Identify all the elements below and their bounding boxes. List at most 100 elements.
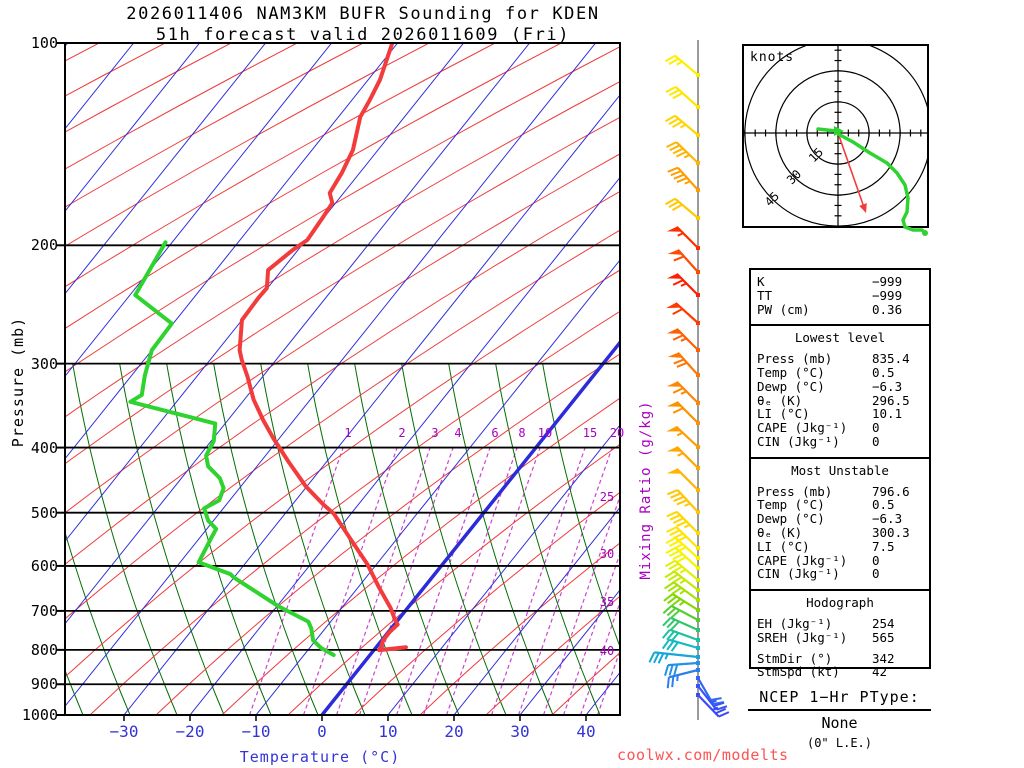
wind-barb (661, 638, 700, 652)
skewt-plot-area (65, 43, 620, 715)
wind-barb (664, 581, 700, 602)
stats-value: 296.5 (872, 392, 910, 408)
stats-row: CAPE (Jkg⁻¹) 0 (757, 421, 929, 435)
wind-barb (666, 226, 700, 250)
pressure-tick-label: 1000 (21, 706, 58, 724)
stats-section-heading: Hodograph (806, 595, 874, 611)
dry-adiabat-line (65, 43, 496, 288)
wind-barb (666, 401, 700, 425)
isotherm-line (189, 176, 620, 715)
mixing-ratio-row-label: 2 (398, 426, 406, 440)
dry-adiabat-line (65, 153, 620, 514)
stats-value: 0.5 (872, 497, 895, 513)
isotherm-line (123, 94, 620, 715)
temperature-axis-title: Temperature (°C) (239, 748, 401, 766)
stats-value: 0 (872, 566, 880, 582)
stats-value: 0 (872, 420, 880, 436)
temperature-tick-label: 10 (378, 722, 398, 741)
storm-motion-arrow (837, 132, 865, 208)
stats-row: Press (mb) 835.4 (757, 352, 929, 366)
stats-value: −6.3 (872, 511, 903, 527)
stats-label: Temp (°C) (757, 497, 825, 513)
mixing-ratio-line (542, 494, 620, 715)
plot-border (64, 42, 621, 716)
stats-section: Hodograph EH (Jkg⁻¹) 254 SREH (Jkg⁻¹) 565 Stm… (751, 589, 929, 687)
wind-barb (664, 114, 700, 137)
dry-adiabat-line (65, 116, 620, 465)
mixing-ratio-right-label: 40 (599, 643, 615, 658)
stats-value: 0 (872, 433, 880, 449)
stats-value: 0 (872, 552, 880, 568)
dry-adiabat-line (221, 397, 620, 715)
wind-barb (664, 661, 700, 676)
wind-barb (666, 273, 700, 297)
isotherm-line (65, 43, 530, 625)
stats-label: LI (°C) (757, 406, 810, 422)
stats-row: CIN (Jkg⁻¹) 0 (757, 567, 929, 581)
dry-adiabat-line (287, 443, 620, 715)
stats-value: 42 (872, 664, 888, 680)
wind-barb (666, 141, 700, 165)
stats-label: CAPE (Jkg⁻¹) (757, 552, 848, 568)
wind-barb (667, 166, 700, 192)
stats-label: StmDir (°) (757, 650, 833, 666)
pressure-tick-label: 400 (30, 438, 58, 457)
moist-adiabat-line (260, 362, 366, 715)
stats-value: −999 (872, 274, 903, 289)
wind-barb (663, 593, 700, 612)
wind-barb-column (648, 40, 730, 720)
dewpoint-trace (128, 240, 336, 658)
hodograph-border (742, 44, 929, 228)
mixing-ratio-row-label: 3 (431, 426, 439, 440)
dry-adiabat-line (65, 43, 364, 208)
stats-row: Temp (°C) 0.5 (757, 366, 929, 380)
wind-barb (665, 537, 700, 560)
stats-row: CIN (Jkg⁻¹) 0 (757, 435, 929, 449)
watermark-link[interactable]: coolwx.com/modelts (617, 746, 789, 764)
temperature-tick-label: 0 (317, 722, 327, 741)
stats-row: θₑ (K) 296.5 (757, 392, 929, 408)
stats-row: StmSpd (kt) 42 (757, 665, 929, 679)
stats-label: Press (mb) (757, 483, 833, 499)
mixing-ratio-line (562, 551, 620, 715)
moist-adiabat-line (448, 362, 554, 715)
isotherm-line (255, 259, 620, 715)
ptype-value: None (821, 714, 858, 732)
wind-barb (665, 547, 700, 570)
wind-barb (662, 616, 700, 632)
isotherm-line (65, 43, 464, 543)
dry-adiabat-line (65, 229, 620, 620)
moist-adiabat-line (354, 362, 460, 715)
stats-value: 10.1 (872, 406, 903, 422)
pressure-tick-label: 900 (30, 675, 58, 694)
stats-value: 342 (872, 650, 895, 666)
dry-adiabat-line (65, 43, 562, 330)
isotherm-line (387, 424, 620, 715)
isotherm-line (65, 43, 596, 708)
dry-adiabat-line (65, 46, 620, 373)
wind-barb (664, 54, 700, 77)
wind-barb (665, 86, 700, 109)
moist-adiabat-line (542, 362, 620, 649)
stats-row: PW (cm) 0.36 (757, 301, 929, 317)
stats-row: Dewp (°C) −6.3 (757, 379, 929, 394)
wind-barb (666, 381, 700, 405)
stats-table: K −999 TT −999 PW (cm) 0.36 Lowest level Press … (749, 268, 931, 679)
stats-section: K −999 TT −999 PW (cm) 0.36 (751, 270, 929, 324)
wind-barb (666, 510, 700, 535)
stats-row: CAPE (Jkg⁻¹) 0 (757, 552, 929, 568)
dry-adiabat-line (65, 269, 620, 678)
mixing-ratio-line (490, 447, 586, 715)
stats-row: Dewp (°C) −6.3 (757, 512, 929, 526)
isotherm-line (65, 43, 398, 460)
pressure-tick-label: 700 (30, 601, 58, 620)
temperature-trace (237, 43, 408, 653)
stats-row: Press (mb) 796.6 (757, 483, 929, 499)
stats-label: PW (cm) (757, 301, 810, 317)
stats-section-heading: Most Unstable (791, 462, 889, 478)
chart-title-line2: 51h forecast valid 2026011609 (Fri) (155, 25, 571, 45)
stats-row: θₑ (K) 300.3 (757, 526, 929, 540)
storm-motion-arrowhead (859, 203, 867, 213)
wind-barb (666, 328, 700, 352)
wind-barb (696, 676, 725, 705)
